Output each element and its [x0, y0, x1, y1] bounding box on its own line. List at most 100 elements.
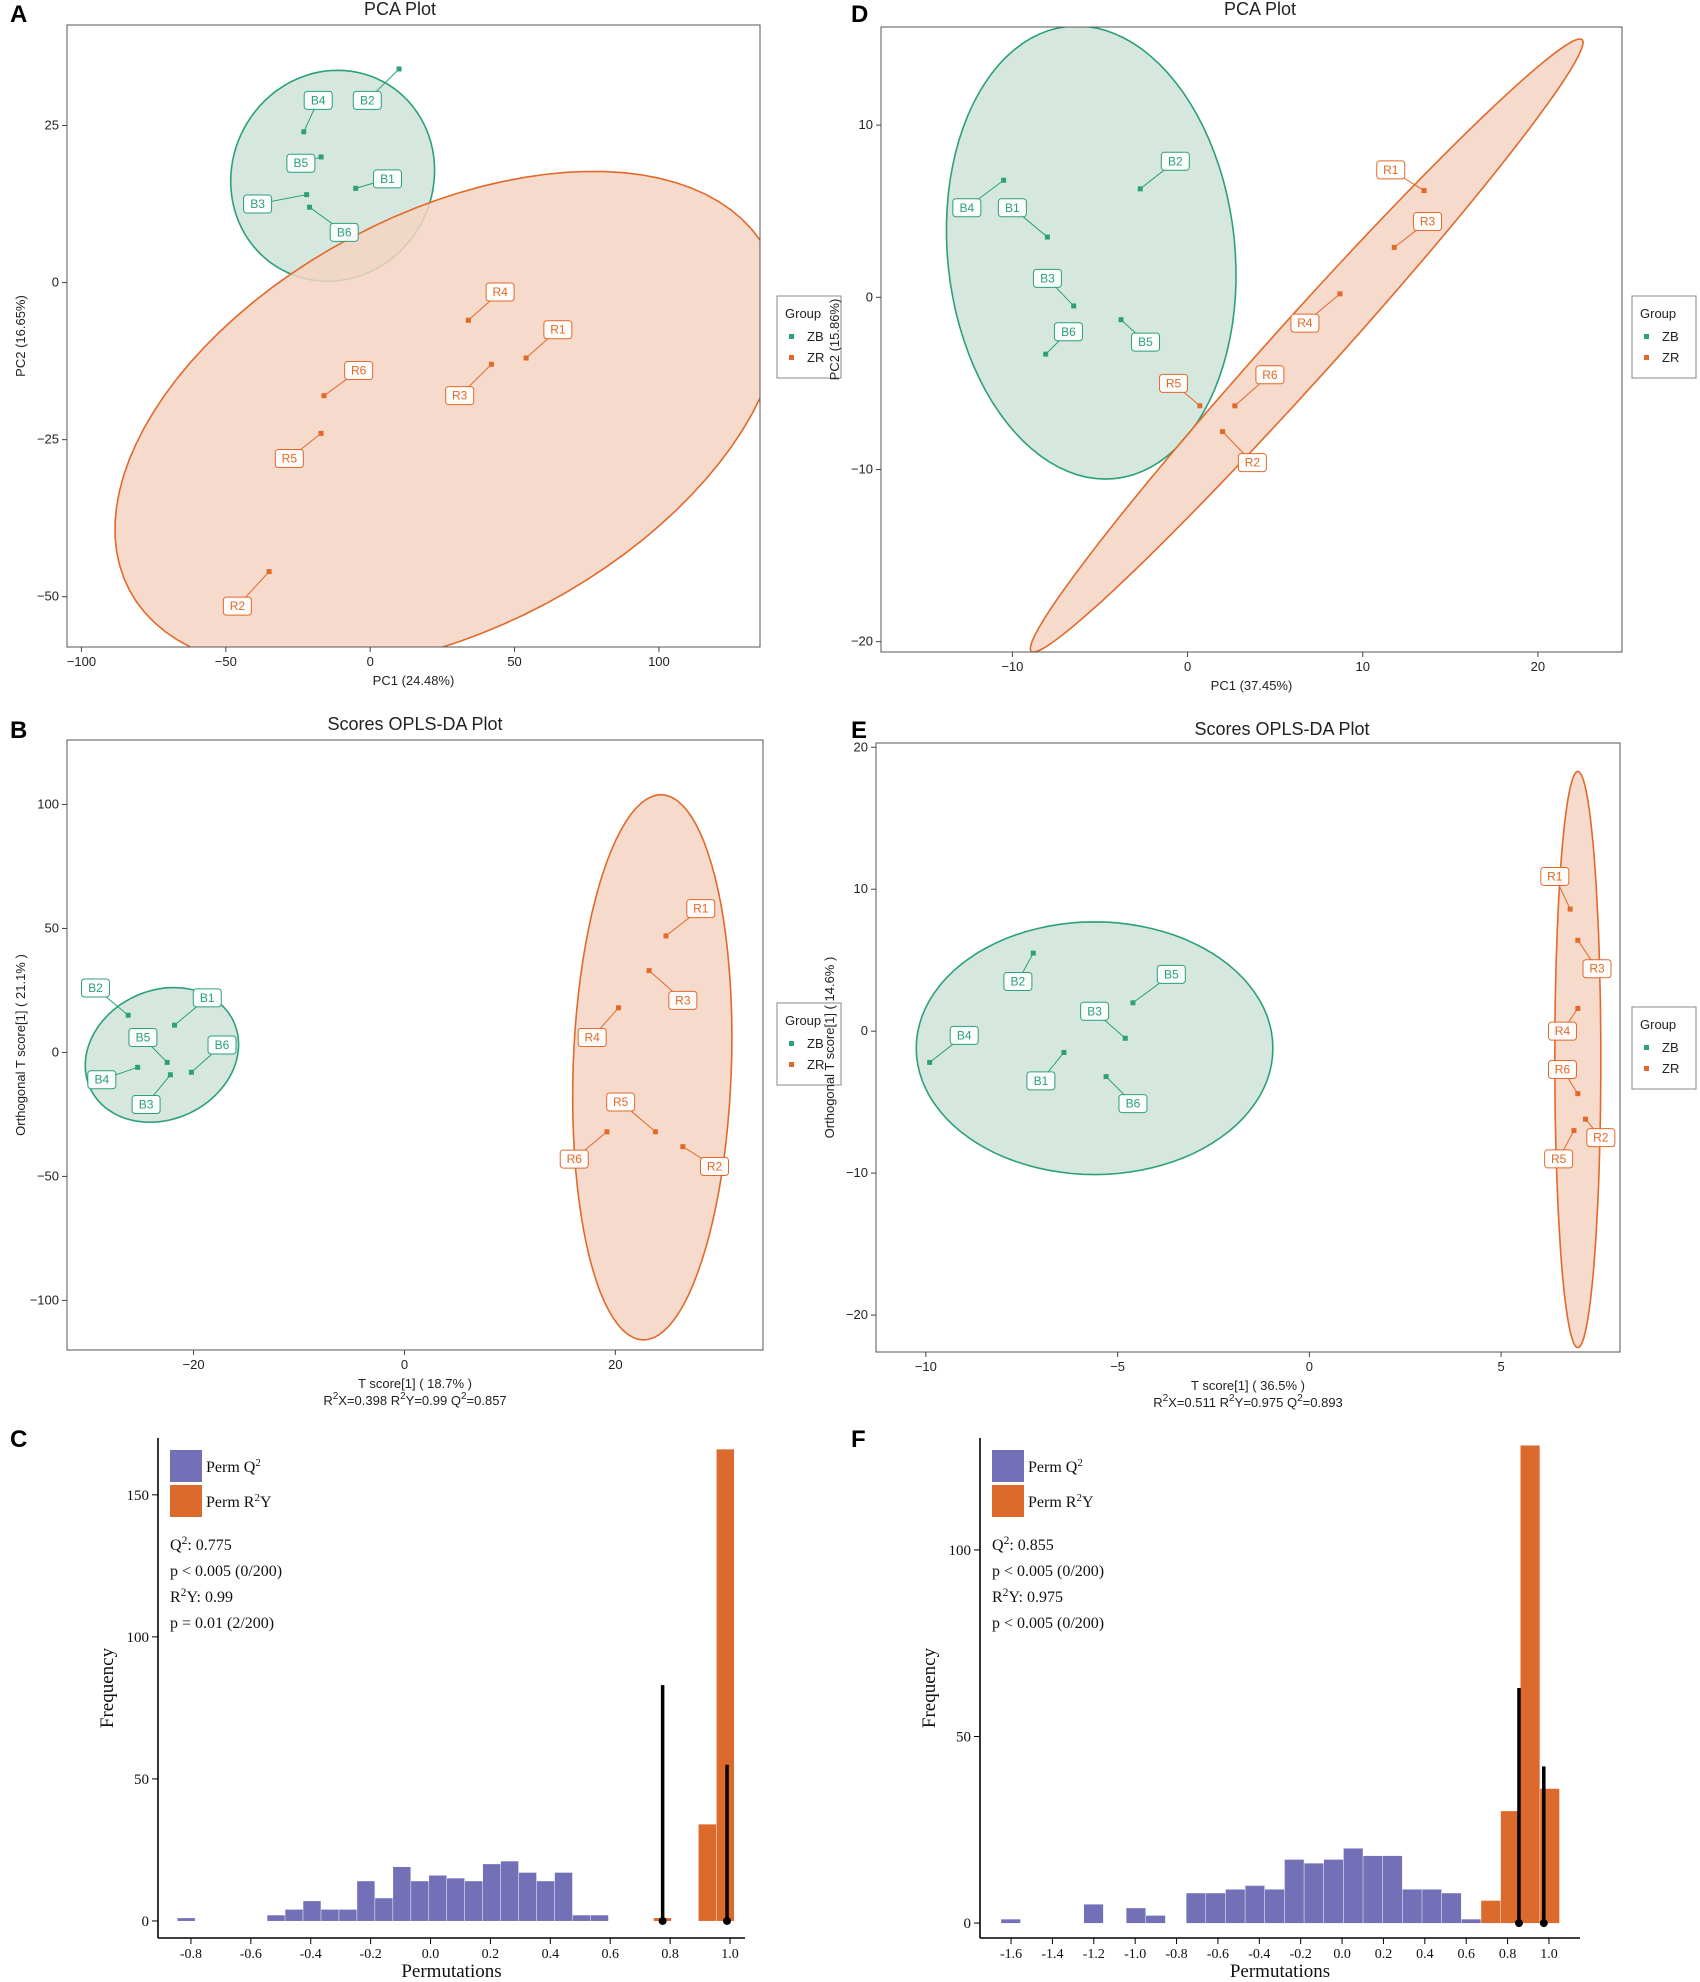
y-tick-label: −100: [30, 1292, 59, 1307]
point-r5: [1571, 1128, 1577, 1134]
label-box: [1255, 365, 1285, 385]
histogram-bar: [1422, 1889, 1442, 1924]
ellipse-zr: [1554, 770, 1602, 1349]
histogram-bar: [1323, 1859, 1344, 1924]
point-label-r5: R5: [282, 452, 298, 466]
label-box: [243, 194, 273, 214]
legend: Group ZB ZR: [776, 1002, 842, 1086]
point-r2: [680, 1144, 686, 1150]
histogram-bar: [1382, 1855, 1403, 1924]
x-tick-label: 10: [1356, 659, 1370, 674]
point-b3: [304, 192, 310, 198]
x-tick-label: 20: [1531, 659, 1545, 674]
histogram-bar: [1245, 1885, 1265, 1924]
panel-b: B Scores OPLS-DA Plot −20 0 20 −100 −50 0 50 100 T…: [10, 714, 842, 1408]
x-axis-label: PC1 (24.48%): [373, 673, 455, 688]
x-tick-label: -1.6: [1000, 1947, 1022, 1962]
point-label-b4: B4: [94, 1073, 109, 1087]
y-axis-label: PC2 (15.86%): [827, 299, 842, 381]
point-b6: [307, 204, 313, 210]
label-box: [1026, 1071, 1056, 1091]
point-b6: [1103, 1074, 1109, 1080]
histogram-bar: [1461, 1919, 1481, 1924]
label-box: [543, 320, 573, 340]
point-b1: [353, 185, 359, 191]
point-r4: [1575, 1005, 1581, 1011]
label-box: [1118, 1094, 1148, 1114]
point-label-b6: B6: [1126, 1097, 1141, 1111]
series-perm-r2y: [653, 1449, 735, 1921]
legend-key-perm-q2: [170, 1450, 202, 1482]
point-label-r3: R3: [1589, 962, 1605, 976]
point-b5: [318, 154, 324, 160]
x-tick-label: 0.8: [661, 1947, 679, 1962]
legend-label: Perm Q2: [206, 1457, 261, 1476]
x-tick-label: -0.4: [300, 1947, 322, 1962]
data-points: B1 B2 B3 B4 B5 B6 R1 R2 R3 R4 R5 R6: [80, 899, 729, 1177]
chart-title: Scores OPLS-DA Plot: [1194, 719, 1369, 739]
y-tick-label: 150: [127, 1488, 150, 1504]
point-b2: [125, 1012, 131, 1018]
y-tick-label: 20: [854, 739, 868, 754]
model-stats: R2X=0.398 R2Y=0.99 Q2=0.857: [323, 1391, 506, 1408]
point-r3: [488, 361, 494, 367]
point-label-b4: B4: [311, 93, 326, 107]
point-label-r1: R1: [693, 902, 709, 916]
label-box: [686, 899, 716, 919]
histogram-bar: [1481, 1900, 1501, 1924]
ellipses: [84, 793, 733, 1341]
label-box: [485, 282, 515, 302]
histogram-bar: [1304, 1863, 1324, 1924]
y-tick-label: 50: [134, 1772, 149, 1788]
ellipse-zr: [571, 793, 733, 1341]
point-r1: [663, 933, 669, 939]
x-tick-label: 0.4: [542, 1947, 560, 1962]
label-box: [131, 1095, 161, 1115]
point-label-r4: R4: [1555, 1024, 1571, 1038]
histogram-bar: [464, 1881, 483, 1921]
point-b3: [1071, 303, 1077, 309]
legend-key-zr: [1644, 1066, 1649, 1071]
histogram-bar: [1186, 1893, 1206, 1924]
label-box: [1160, 151, 1190, 171]
x-tick-label: 0: [401, 1357, 408, 1372]
x-tick-label: 0: [367, 654, 374, 669]
x-axis-label: T score[1] ( 36.5% ): [1191, 1378, 1305, 1393]
chart-title: PCA Plot: [1224, 0, 1296, 19]
histogram-bar: [393, 1866, 411, 1921]
histogram-bar: [1146, 1915, 1166, 1924]
series-perm-q2: [177, 1861, 609, 1921]
chart-title: PCA Plot: [364, 0, 436, 19]
histogram-bar: [1520, 1445, 1540, 1924]
point-r4: [465, 317, 471, 323]
histogram-bar: [1343, 1848, 1363, 1924]
point-label-r4: R4: [584, 1031, 600, 1045]
y-tick-label: 10: [859, 117, 873, 132]
histogram-bar: [1402, 1889, 1422, 1924]
label-box: [606, 1092, 636, 1112]
legend-key-perm-r2y: [170, 1485, 202, 1517]
label-box: [445, 386, 475, 406]
panel-d: D PCA Plot −10 0 10 20 −20 −10 0 10 PC1 (37.45%) PC…: [827, 0, 1697, 693]
legend-item-zr: ZR: [1662, 350, 1679, 365]
point-r5: [318, 430, 324, 436]
point-label-b3: B3: [1040, 271, 1055, 285]
x-tick-label: 50: [507, 654, 521, 669]
point-r2: [1582, 1116, 1588, 1122]
stats-line: R2Y: 0.975: [992, 1587, 1063, 1606]
histogram-bar: [1265, 1889, 1285, 1924]
histogram-bar: [375, 1898, 393, 1921]
x-tick-label: 0.2: [482, 1947, 500, 1962]
histogram-bar: [518, 1872, 537, 1921]
legend-key-zr: [789, 355, 794, 360]
x-tick-label: -0.8: [180, 1947, 202, 1962]
label-box: [1003, 971, 1033, 991]
point-label-r5: R5: [1551, 1152, 1567, 1166]
label-box: [303, 90, 333, 110]
histogram-bar: [482, 1864, 501, 1921]
x-tick-label: -1.2: [1083, 1947, 1105, 1962]
histogram-bar: [411, 1881, 429, 1921]
label-box: [699, 1157, 729, 1177]
x-tick-label: -0.8: [1165, 1947, 1187, 1962]
x-tick-label: −20: [183, 1357, 205, 1372]
